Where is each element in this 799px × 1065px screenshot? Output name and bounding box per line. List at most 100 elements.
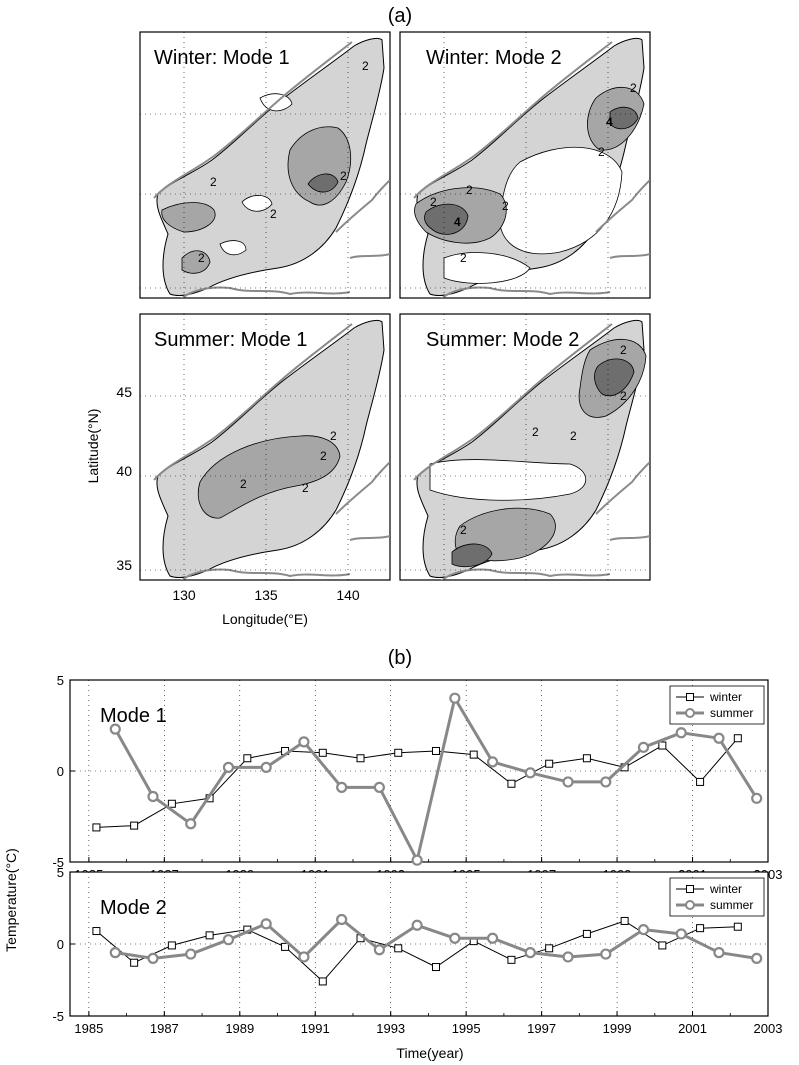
point-summer	[185, 948, 197, 960]
point-winter	[394, 748, 403, 757]
coastline	[413, 323, 650, 580]
plot-frame	[69, 871, 769, 1017]
ts-title: Mode 2	[100, 897, 167, 919]
point-winter	[507, 955, 516, 964]
y-tick-label: 0	[57, 937, 64, 952]
point-winter	[431, 963, 440, 972]
point-summer	[298, 951, 310, 963]
series-line-winter	[96, 737, 739, 828]
legend: winter summer	[669, 877, 765, 917]
map-panel-winter-mode-2	[399, 31, 651, 299]
contour-label: 2	[466, 183, 473, 197]
plot-frame	[69, 679, 769, 863]
map-title: Summer: Mode 2	[426, 329, 579, 351]
contour-mid	[454, 338, 647, 562]
x-tick-label: 1993	[376, 1021, 405, 1036]
series-line-winter	[96, 920, 738, 983]
map-body	[413, 319, 650, 580]
contour-label: 2	[532, 425, 539, 439]
legend-label-winter: winter	[709, 882, 742, 896]
x-tick-label: 1995	[452, 1021, 481, 1036]
x-tick-label: 1985	[74, 1021, 103, 1036]
map-grid	[140, 314, 390, 580]
map-title: Winter: Mode 1	[154, 47, 290, 69]
map-title: Winter: Mode 2	[426, 47, 562, 69]
map-title: Summer: Mode 1	[154, 329, 307, 351]
point-winter	[545, 759, 554, 768]
contour-mid	[197, 435, 341, 519]
contour-mid	[161, 126, 352, 274]
point-winter	[394, 944, 403, 953]
contour-dark	[451, 358, 635, 568]
point-summer	[336, 913, 348, 926]
legend-marker-summer	[685, 708, 695, 718]
contour-mid	[414, 86, 645, 244]
point-summer	[486, 932, 499, 944]
point-winter	[431, 746, 440, 755]
contour-label: 2	[362, 59, 369, 73]
coastline	[153, 323, 390, 580]
map-panel-summer-mode-1	[139, 313, 391, 581]
panel-label-b: (b)	[388, 647, 412, 669]
point-summer	[600, 776, 612, 788]
point-winter	[582, 929, 591, 938]
point-winter	[658, 741, 667, 750]
point-summer	[637, 741, 650, 753]
point-summer	[562, 951, 574, 963]
point-winter	[130, 958, 139, 967]
point-summer	[147, 952, 159, 965]
point-summer	[713, 732, 725, 744]
map-ytick-label: 40	[116, 463, 132, 479]
point-summer	[185, 818, 197, 830]
point-summer	[751, 952, 763, 965]
contour-label: 2	[430, 195, 437, 209]
point-winter	[356, 754, 365, 763]
map-grid	[400, 314, 650, 580]
ts-x-axis-title: Time(year)	[396, 1045, 463, 1061]
point-summer	[449, 932, 461, 944]
map-panel-winter-mode-1	[139, 31, 391, 299]
point-winter	[469, 750, 478, 759]
series-line-summer	[113, 694, 758, 865]
contour-label: 2	[330, 429, 337, 443]
point-summer	[373, 781, 385, 793]
point-summer	[222, 934, 235, 946]
map-x-axis: 130 135 140	[172, 587, 360, 603]
ts-title: Mode 1	[100, 705, 167, 727]
map-xtick-label: 135	[254, 587, 278, 603]
point-summer	[109, 947, 121, 959]
coastline	[153, 41, 390, 298]
point-winter	[281, 942, 290, 951]
contour-label: 2	[240, 477, 247, 491]
contour-label: 2	[570, 429, 577, 443]
map-body	[153, 37, 390, 298]
point-summer	[524, 947, 536, 959]
y-tick-label: 5	[57, 865, 64, 880]
contour-label: 2	[460, 251, 467, 265]
legend-box	[669, 877, 765, 917]
point-summer	[336, 781, 348, 793]
point-winter	[582, 754, 591, 763]
legend-label-summer: summer	[710, 898, 753, 912]
point-winter	[318, 977, 327, 986]
point-summer	[411, 854, 423, 866]
y-tick-label: 0	[57, 764, 64, 779]
map-y-axis-title: Latitude(°N)	[85, 409, 101, 484]
x-tick-label: 2001	[678, 1021, 707, 1036]
point-winter	[130, 821, 139, 830]
contour-label: 2	[598, 145, 605, 159]
point-winter	[620, 916, 629, 925]
x-tick-label: 1997	[527, 1021, 556, 1036]
time-series-mode-1: 1985198719891991199319951997199920012003…	[52, 673, 782, 882]
point-winter	[696, 777, 705, 786]
map-panels	[139, 31, 651, 581]
ts-y-axis-title: Temperature(°C)	[3, 848, 19, 952]
x-tick-label: 1989	[225, 1021, 254, 1036]
point-summer	[298, 736, 310, 748]
legend-label-summer: summer	[710, 706, 753, 720]
contour-label: 2	[320, 449, 327, 463]
x-tick-label: 1999	[603, 1021, 632, 1036]
point-summer	[562, 776, 574, 788]
contour-dark	[307, 173, 339, 193]
point-winter	[318, 748, 327, 757]
